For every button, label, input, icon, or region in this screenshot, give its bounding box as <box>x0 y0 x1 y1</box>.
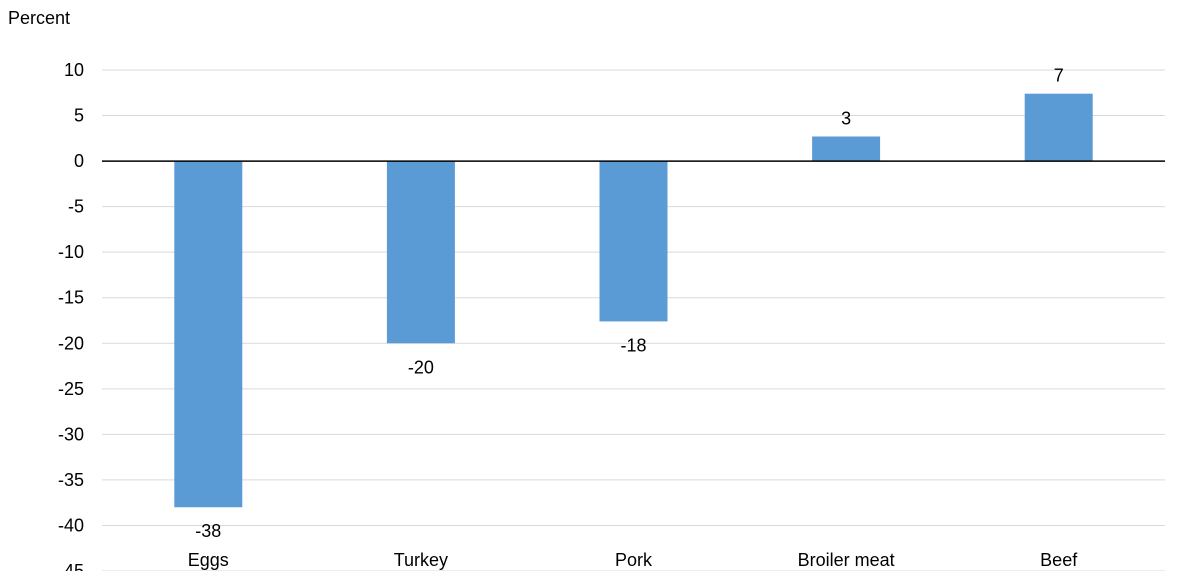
y-tick-label: -10 <box>58 242 84 262</box>
data-label: 3 <box>841 108 851 128</box>
y-tick-label: -5 <box>68 197 84 217</box>
bar <box>386 161 455 344</box>
data-label: -38 <box>195 521 221 541</box>
y-axis-label: Percent <box>8 8 71 28</box>
y-tick-label: -25 <box>58 379 84 399</box>
y-tick-label: -45 <box>58 561 84 571</box>
y-tick-label: -35 <box>58 470 84 490</box>
x-tick-label: Beef <box>1040 550 1078 570</box>
x-tick-label: Turkey <box>394 550 448 570</box>
y-tick-label: 10 <box>64 60 84 80</box>
y-tick-label: -30 <box>58 424 84 444</box>
bar <box>599 161 668 322</box>
y-tick-label: -15 <box>58 288 84 308</box>
data-labels: -38 -20 -18 3 7 <box>195 66 1063 542</box>
data-label: -18 <box>620 335 646 355</box>
y-tick-label: 5 <box>74 106 84 126</box>
bar <box>1024 93 1093 162</box>
x-tick-label: Eggs <box>188 550 229 570</box>
bars <box>174 93 1093 508</box>
bar <box>174 161 243 508</box>
y-tick-label: -40 <box>58 515 84 535</box>
bar <box>812 136 881 162</box>
data-label: 7 <box>1054 66 1064 86</box>
x-tick-label: Broiler meat <box>798 550 895 570</box>
data-label: -20 <box>408 357 434 377</box>
y-tick-labels: 10 5 0 -5 -10 -15 -20 -25 -30 -35 -40 -45 <box>58 60 84 571</box>
x-tick-labels: Eggs Turkey Pork Broiler meat Beef <box>188 550 1078 570</box>
x-tick-label: Pork <box>615 550 653 570</box>
y-tick-label: -20 <box>58 333 84 353</box>
y-tick-label: 0 <box>74 151 84 171</box>
